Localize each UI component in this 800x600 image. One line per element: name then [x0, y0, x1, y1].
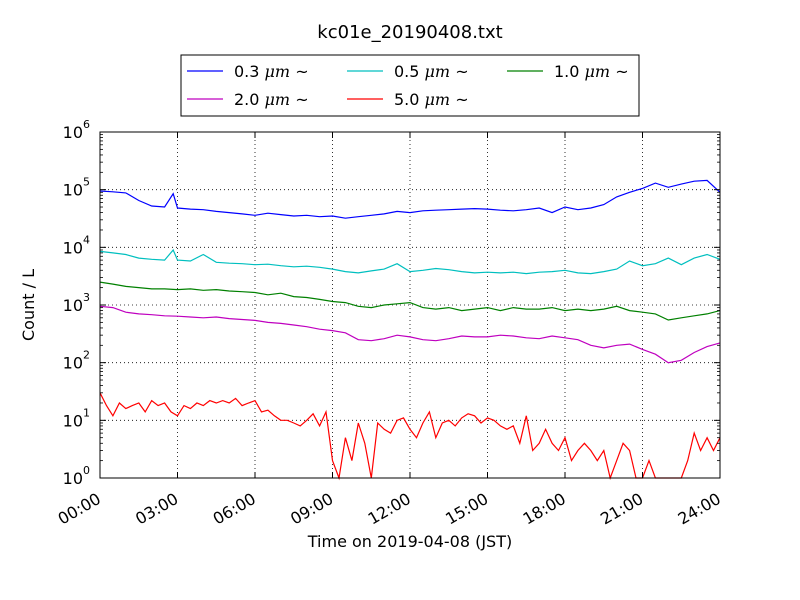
y-tick-label: 104 [63, 233, 90, 257]
legend-label: 0.3 μm ~ [234, 62, 309, 81]
y-tick-label: 100 [63, 464, 90, 488]
y-tick-label: 101 [63, 406, 90, 430]
legend-label: 2.0 μm ~ [234, 90, 309, 109]
legend-box [180, 54, 640, 117]
legend: 0.3 μm ~ 0.5 μm ~ 1.0 μm ~ 2.0 μm ~ 5.0 μm ~ [180, 54, 640, 117]
x-tick-label: 18:00 [520, 489, 569, 529]
series-line-2-0 [99, 305, 721, 364]
chart-title: kc01e_20190408.txt [317, 22, 502, 43]
x-tick-label: 03:00 [132, 489, 181, 529]
x-tick-label: 21:00 [597, 489, 646, 529]
series-line-5-0 [99, 392, 721, 481]
y-tick-label: 105 [63, 176, 90, 200]
y-axis-label: Count / L [19, 269, 38, 341]
x-axis: 00:00 03:00 06:00 09:00 12:00 15:00 18:00 21:00… [55, 132, 724, 529]
y-tick-label: 102 [63, 349, 90, 373]
legend-label: 0.5 μm ~ [394, 62, 469, 81]
legend-label: 5.0 μm ~ [394, 90, 469, 109]
series-line-0-5 [99, 248, 721, 275]
y-tick-label: 103 [63, 291, 90, 315]
grid [100, 132, 720, 478]
x-tick-label: 00:00 [55, 489, 104, 529]
x-tick-label: 24:00 [675, 489, 724, 529]
y-tick-label: 106 [63, 118, 90, 142]
x-axis-label: Time on 2019-04-08 (JST) [307, 532, 512, 551]
series-line-1-0 [99, 281, 721, 321]
x-tick-label: 12:00 [365, 489, 414, 529]
x-tick-label: 06:00 [210, 489, 259, 529]
x-tick-label: 15:00 [442, 489, 491, 529]
series-line-0-3 [99, 179, 721, 219]
x-tick-label: 09:00 [287, 489, 336, 529]
series-group [99, 179, 721, 481]
legend-label: 1.0 μm ~ [554, 62, 629, 81]
